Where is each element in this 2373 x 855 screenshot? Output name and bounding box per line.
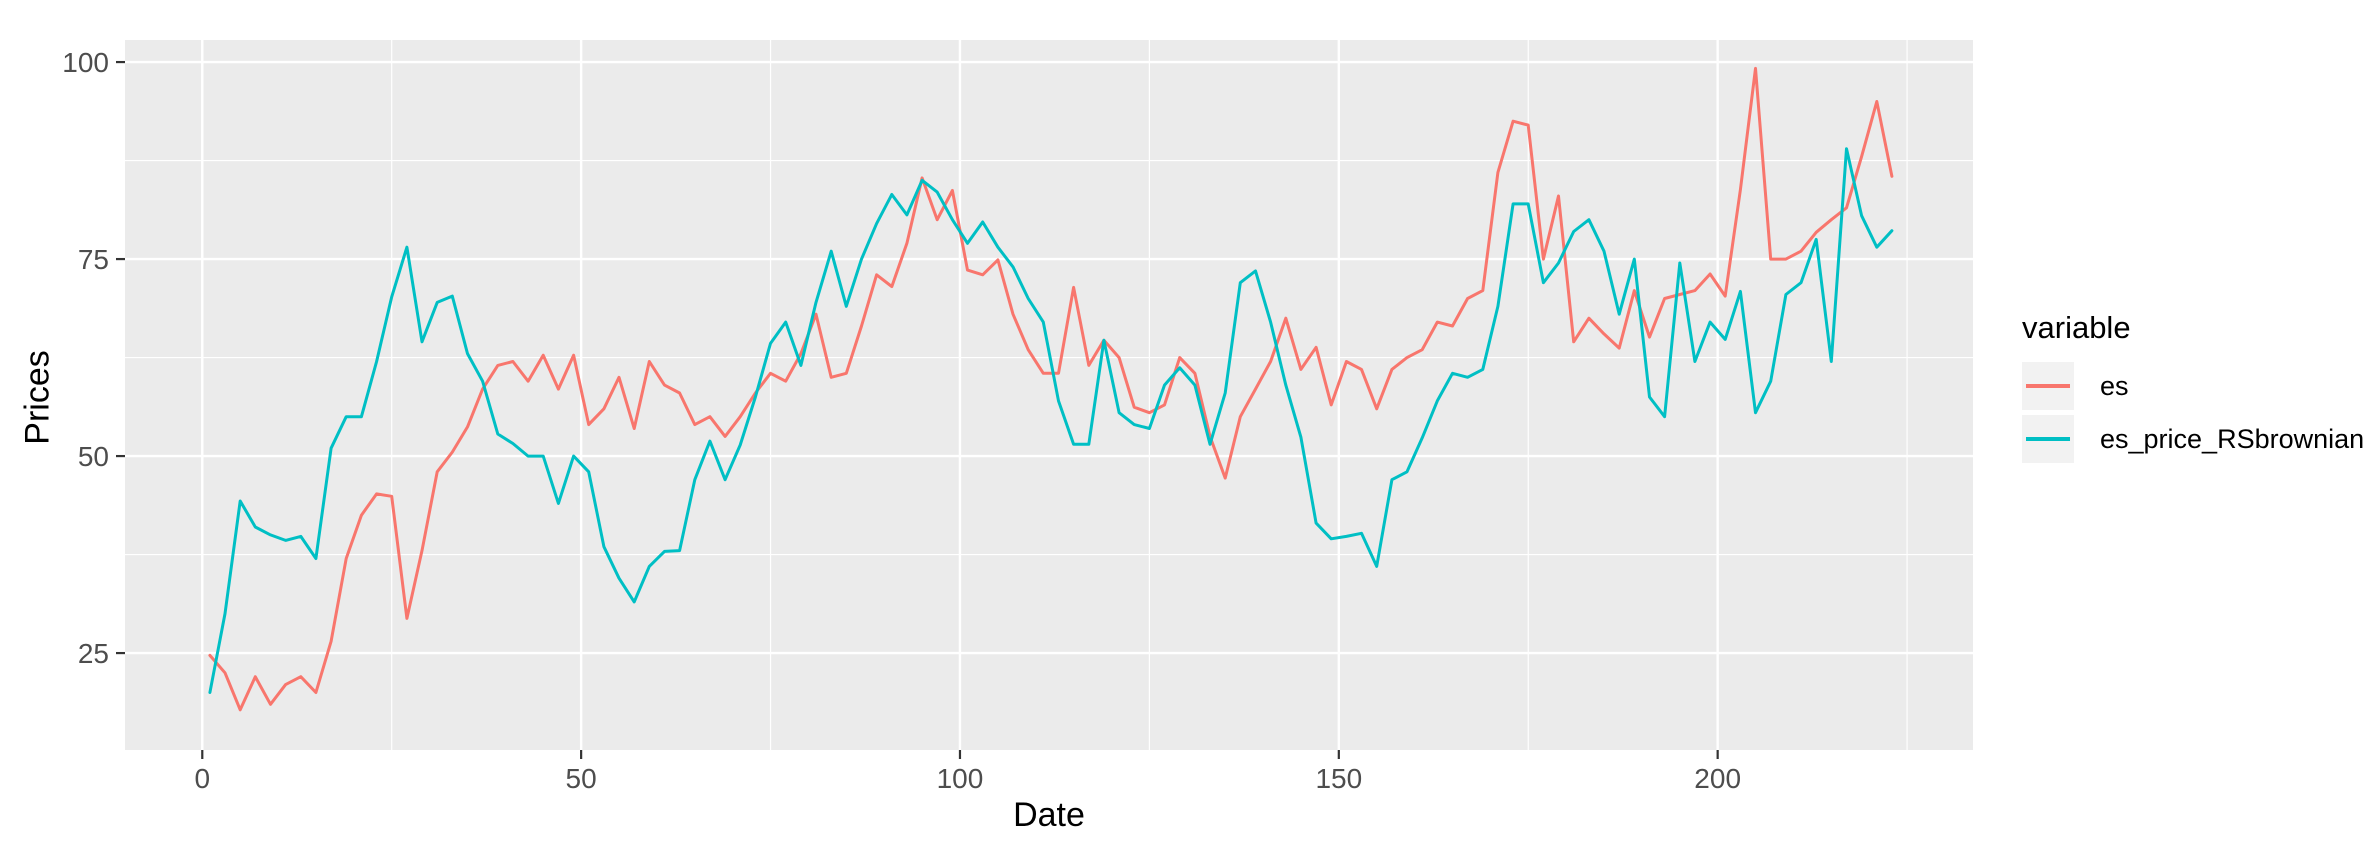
- legend-key-line: [2026, 437, 2070, 441]
- y-axis-title: Prices: [18, 350, 57, 445]
- x-axis-title: Date: [1013, 796, 1085, 834]
- y-tick-label: 75: [78, 244, 109, 275]
- legend-key-swatch: [2022, 362, 2074, 410]
- x-tick-label: 100: [937, 763, 984, 794]
- legend-label: es: [2100, 370, 2129, 401]
- x-tick-label: 50: [566, 763, 597, 794]
- x-tick-label: 0: [194, 763, 210, 794]
- legend-key-line: [2026, 384, 2070, 388]
- y-tick-label: 25: [78, 638, 109, 669]
- legend-label: es_price_RSbrownian: [2100, 423, 2365, 454]
- legend-item-es: es: [2022, 362, 2364, 410]
- plot-panel: [125, 40, 1973, 750]
- x-tick-label: 150: [1315, 763, 1362, 794]
- series-line-es: [208, 66, 1894, 712]
- y-tick-label: 50: [78, 441, 109, 472]
- legend: variable es es_price_RSbrownian: [2022, 310, 2364, 468]
- legend-key-swatch: [2022, 415, 2074, 463]
- legend-rows: es es_price_RSbrownian: [2022, 362, 2364, 463]
- series-line-es_price_RSbrownian: [208, 147, 1894, 694]
- legend-item-es_price_RSbrownian: es_price_RSbrownian: [2022, 415, 2364, 463]
- legend-title: variable: [2022, 310, 2131, 345]
- y-tick-label: 100: [62, 47, 109, 78]
- x-tick-label: 200: [1694, 763, 1741, 794]
